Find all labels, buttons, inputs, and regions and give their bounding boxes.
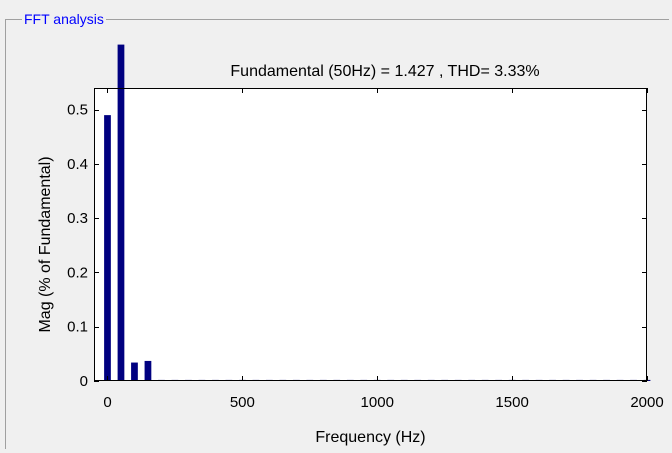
x-tick-label: 1000 — [361, 394, 394, 411]
bar-50hz — [117, 44, 125, 382]
panel-frame — [5, 19, 669, 449]
plot-area — [94, 88, 647, 381]
bar-100hz — [131, 362, 138, 381]
y-tick-label: 0.2 — [67, 264, 88, 281]
y-tick-label: 0 — [80, 373, 88, 390]
x-tick-label: 2000 — [630, 394, 663, 411]
x-axis-title: Frequency (Hz) — [315, 429, 425, 446]
plot-frame — [94, 88, 647, 381]
y-tick-label: 0.5 — [67, 102, 88, 119]
x-tick-label: 500 — [230, 394, 255, 411]
x-tick-label: 1500 — [495, 394, 528, 411]
y-axis-title: Mag (% of Fundamental) — [37, 156, 54, 332]
axis-ticks: 0 500 1000 1500 2000 0 0.1 0.2 0.3 0.4 0.5 — [67, 88, 664, 411]
chart-title: Fundamental (50Hz) = 1.427 , THD= 3.33% — [230, 63, 539, 80]
bar-0hz — [104, 115, 111, 381]
y-tick-label: 0.3 — [67, 210, 88, 227]
panel-title: FFT analysis — [22, 11, 106, 27]
y-tick-label: 0.1 — [67, 319, 88, 336]
x-tick-label: 0 — [103, 394, 111, 411]
y-tick-label: 0.4 — [67, 156, 88, 173]
bar-150hz — [144, 360, 152, 381]
